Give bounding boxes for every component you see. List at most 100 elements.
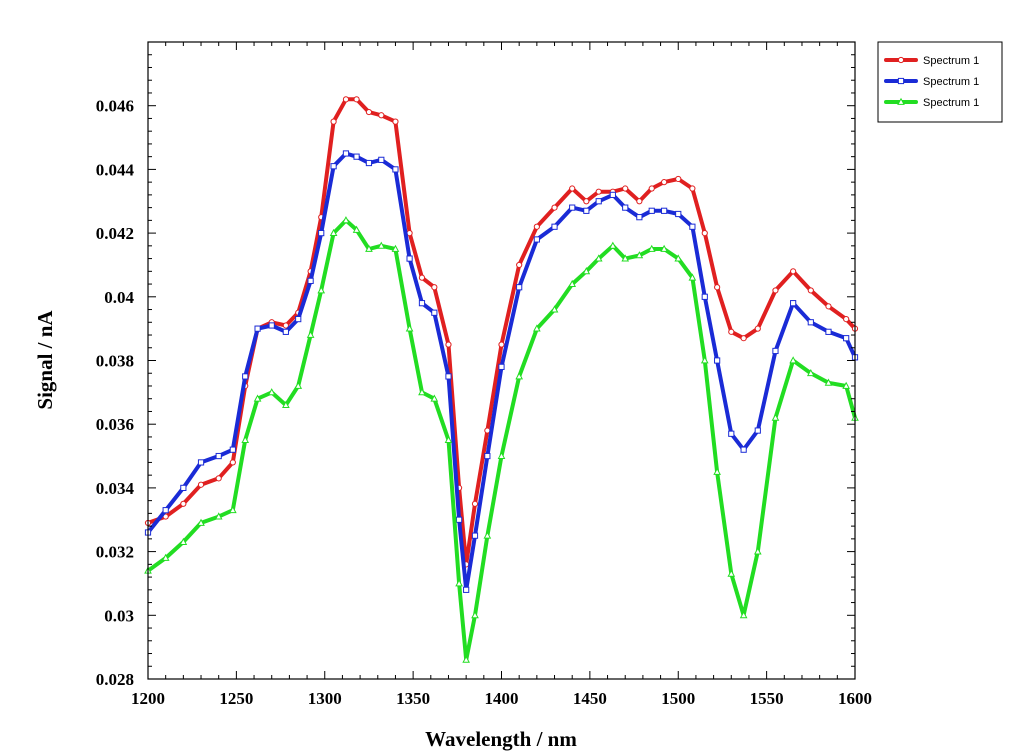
data-point	[550, 305, 559, 313]
data-point	[635, 251, 644, 259]
data-point	[180, 500, 187, 507]
data-point	[418, 300, 426, 307]
series-layer	[144, 96, 859, 663]
data-point	[515, 372, 524, 380]
data-point	[254, 325, 261, 332]
data-point	[727, 569, 736, 577]
data-point	[568, 279, 577, 287]
data-point	[790, 268, 797, 275]
legend-label: Spectrum 1	[923, 76, 979, 88]
data-point	[516, 284, 523, 291]
data-point	[307, 277, 314, 284]
data-point	[622, 204, 629, 211]
data-point	[636, 198, 643, 205]
data-point	[444, 435, 453, 444]
data-point	[431, 309, 438, 316]
data-point	[516, 261, 523, 269]
data-point	[463, 586, 470, 593]
data-point	[713, 467, 721, 475]
data-point	[533, 236, 540, 243]
data-point	[445, 373, 452, 380]
y-tick-label: 0.036	[96, 415, 134, 434]
data-point	[378, 112, 385, 119]
data-point	[595, 188, 602, 195]
data-point	[739, 611, 748, 619]
legend-item-1: Spectrum 1	[884, 55, 979, 67]
series-line-3	[146, 218, 857, 662]
data-point	[471, 500, 479, 507]
data-point	[622, 185, 629, 192]
data-point	[675, 175, 682, 183]
y-tick-label: 0.04	[104, 288, 134, 307]
data-point	[582, 267, 591, 275]
legend-label: Spectrum 1	[923, 55, 979, 67]
data-point	[282, 328, 289, 335]
x-tick-label: 1600	[838, 689, 872, 708]
data-point	[214, 512, 223, 520]
y-tick-label: 0.028	[96, 670, 134, 689]
data-point	[807, 287, 814, 294]
data-point	[353, 96, 360, 103]
data-point	[295, 315, 302, 323]
x-tick-label: 1450	[573, 689, 607, 708]
data-point	[648, 207, 655, 214]
data-point	[660, 244, 668, 252]
data-point	[306, 330, 315, 338]
tick-marks	[147, 41, 856, 680]
data-point	[161, 553, 170, 561]
y-tick-label: 0.046	[96, 97, 134, 116]
data-point	[825, 303, 832, 310]
data-point	[689, 223, 696, 230]
data-point	[229, 505, 237, 514]
series-2	[144, 150, 859, 593]
data-point	[229, 459, 236, 466]
data-point	[242, 373, 249, 380]
data-point	[430, 394, 439, 402]
data-point	[583, 207, 590, 214]
data-point	[282, 322, 289, 329]
data-point	[594, 254, 603, 262]
data-point	[569, 185, 576, 192]
x-tick-label: 1350	[396, 689, 430, 708]
data-point	[498, 363, 505, 370]
data-point	[197, 459, 205, 466]
x-tick-label: 1400	[485, 689, 519, 708]
data-point	[675, 210, 682, 218]
data-point	[418, 388, 426, 396]
data-point	[636, 214, 643, 221]
data-point	[471, 611, 479, 619]
data-point	[215, 475, 222, 482]
data-point	[728, 430, 735, 437]
x-tick-label: 1550	[750, 689, 784, 708]
data-point	[391, 244, 400, 252]
data-point	[197, 481, 205, 488]
data-point	[330, 118, 337, 125]
legend-marker	[897, 97, 905, 105]
x-axis-title: Wavelength / nm	[425, 727, 577, 751]
data-point	[365, 108, 373, 116]
data-point	[365, 159, 373, 167]
data-point	[533, 324, 541, 332]
data-point	[378, 156, 385, 163]
data-point	[583, 198, 590, 205]
data-point	[807, 319, 814, 326]
data-point	[365, 244, 373, 252]
data-point	[533, 223, 540, 230]
data-point	[392, 118, 399, 125]
data-point	[609, 191, 616, 198]
data-point	[445, 341, 452, 348]
x-tick-label: 1300	[308, 689, 342, 708]
data-point	[551, 223, 558, 230]
legend-box	[877, 41, 1003, 123]
y-tick-label: 0.044	[96, 160, 135, 179]
y-tick-label: 0.034	[96, 479, 135, 498]
data-point	[714, 284, 721, 291]
data-point	[229, 446, 236, 453]
data-point	[455, 579, 463, 587]
data-point	[483, 531, 492, 539]
data-point	[740, 446, 747, 453]
series-3	[144, 216, 859, 663]
legend-marker	[897, 77, 905, 85]
data-point	[197, 518, 205, 526]
